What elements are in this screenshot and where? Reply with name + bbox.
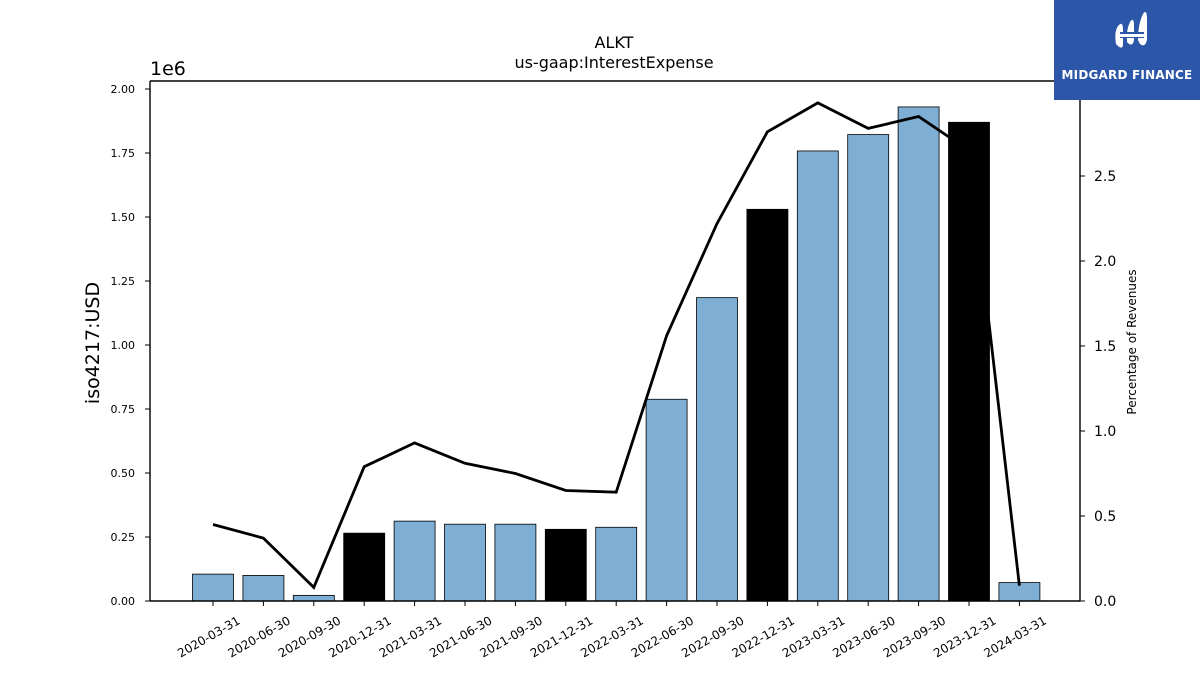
bar-2023-06-30 [847,134,890,602]
chart-subtitle: us-gaap:InterestExpense [514,53,713,72]
y-tick-label: 1.75 [111,147,136,160]
y-tick-label: 0.50 [111,467,136,480]
y-tick-label: 0.75 [111,403,136,416]
bar-2022-06-30 [645,398,688,602]
bar-2022-12-31 [746,208,789,602]
bar-2021-12-31 [544,528,587,602]
y2-tick-label: 0.0 [1094,594,1116,610]
chart-title: ALKT [595,33,634,52]
bar-2021-06-30 [444,523,486,602]
y-axis-offset-label: 1e6 [150,58,186,80]
bar-2022-03-31 [595,526,638,602]
bar-2022-09-30 [696,297,738,602]
y2-tick-label: 0.5 [1094,509,1116,525]
y-tick-label: 1.25 [111,275,136,288]
y2-tick-label: 2.0 [1094,254,1116,270]
y-tick-label: 0.00 [111,595,136,608]
bars-layer [192,106,1041,602]
line-layer [212,101,1021,590]
y2-axis-label: Percentage of Revenues [1125,269,1139,414]
bar-2020-03-31 [192,573,234,602]
y-tick-label: 1.00 [111,339,136,352]
bar-2021-03-31 [393,520,436,602]
bar-2020-12-31 [343,532,386,602]
y2-tick-label: 2.5 [1094,169,1116,185]
y-tick-label: 1.50 [111,211,136,224]
y-tick-label: 2.00 [111,83,136,96]
bar-2020-09-30 [292,594,335,602]
y2-tick-label: 1.0 [1094,424,1116,440]
midgard-logo-icon [1115,12,1147,48]
bar-2023-12-31 [948,121,990,602]
bar-2023-03-31 [796,150,839,602]
y2-tick-label: 1.5 [1094,339,1116,355]
company-logo: MIDGARD FINANCE [1054,0,1200,100]
logo-text: MIDGARD FINANCE [1061,68,1193,82]
bar-2023-09-30 [897,106,940,602]
y-tick-label: 0.25 [111,531,136,544]
bar-2020-06-30 [242,575,285,602]
y-axis-label: iso4217:USD [82,282,104,404]
bar-2021-09-30 [494,523,537,602]
